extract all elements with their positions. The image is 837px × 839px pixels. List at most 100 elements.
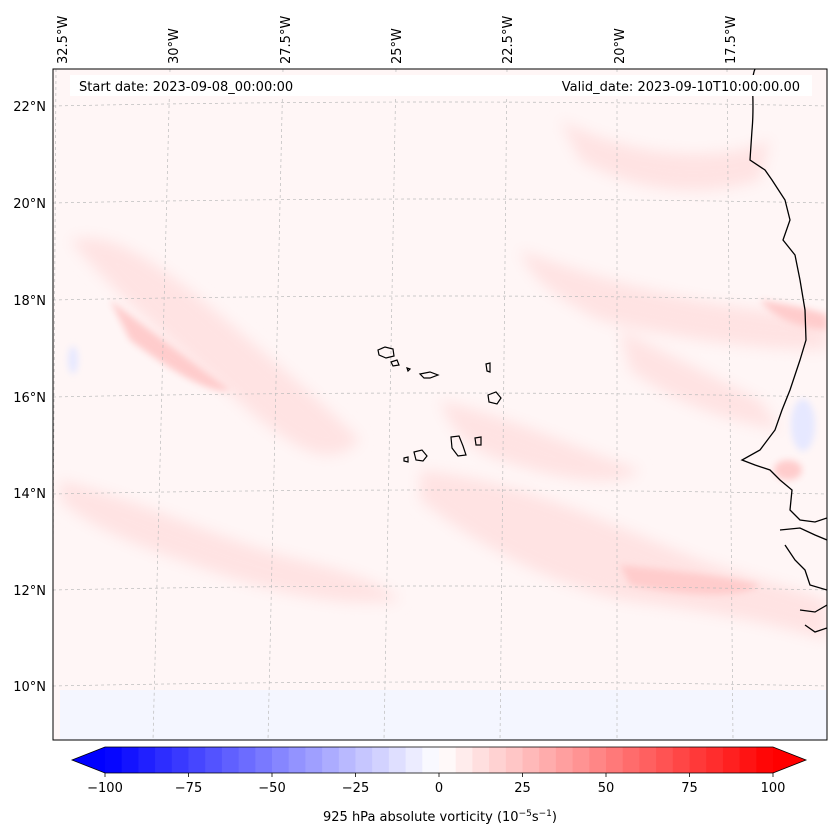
vorticity-field — [60, 120, 827, 740]
lat-label: 20°N — [13, 197, 46, 212]
colorbar-bin — [572, 747, 590, 773]
vorticity-min — [791, 399, 815, 451]
vorticity-max — [774, 460, 802, 480]
vorticity-band-positive — [420, 470, 827, 640]
lon-label: 20°W — [613, 28, 628, 64]
colorbar-bin — [656, 747, 674, 773]
colorbar-bin — [221, 747, 240, 773]
colorbar-extend-high — [773, 747, 806, 773]
island-brava — [403, 456, 409, 463]
colorbar-bin — [171, 747, 189, 773]
colorbar-bin — [388, 747, 407, 773]
colorbar-bin — [622, 747, 640, 773]
vorticity-band-positive — [440, 400, 640, 481]
colorbar-bins — [105, 747, 774, 773]
colorbar-bin — [472, 747, 490, 773]
island-boa-vista — [487, 391, 502, 405]
vorticity-min — [68, 346, 78, 374]
colorbar-bin — [505, 747, 523, 773]
longitude-labels: 32.5°W 30°W 27.5°W 25°W 22.5°W 20°W 17.5… — [56, 16, 739, 64]
island-fogo — [413, 449, 428, 462]
colorbar-bin — [689, 747, 707, 773]
colorbar-bin — [272, 747, 290, 773]
island-santa-luzia — [406, 367, 412, 373]
colorbar-bin — [288, 747, 306, 773]
coastline-africa — [740, 69, 827, 633]
colorbar-bin — [105, 747, 123, 773]
colorbar-bin — [405, 747, 423, 773]
lon-label: 22.5°W — [501, 16, 516, 64]
colorbar-bin — [739, 747, 757, 773]
colorbar-bin — [188, 747, 206, 773]
map-frame — [52, 68, 828, 741]
colorbar-label: 925 hPa absolute vorticity (10−5s−1) — [323, 809, 557, 825]
colorbar-bin — [238, 747, 256, 773]
lat-label: 14°N — [13, 487, 46, 502]
vorticity-max — [760, 300, 827, 330]
colorbar-ticks: −100 −75 −50 −25 0 25 50 75 100 — [87, 773, 785, 796]
latitude-labels: 22°N 20°N 18°N 16°N 14°N 12°N 10°N — [13, 100, 46, 695]
lon-label: 30°W — [167, 28, 182, 64]
island-santiago — [450, 435, 467, 457]
colorbar-bin — [138, 747, 156, 773]
map-panel — [53, 69, 827, 740]
island-sao-vicente — [390, 359, 400, 367]
colorbar-bin — [722, 747, 741, 773]
lat-label: 16°N — [13, 391, 46, 406]
colorbar-bin — [372, 747, 390, 773]
colorbar-bin — [756, 747, 774, 773]
colorbar-bin — [672, 747, 690, 773]
island-sao-nicolau — [418, 371, 440, 379]
colorbar-bin — [555, 747, 574, 773]
colorbar-tick-label: −50 — [258, 781, 285, 796]
colorbar: −100 −75 −50 −25 0 25 50 75 100 925 hPa absolute… — [70, 746, 808, 825]
colorbar-tick-label: 50 — [598, 781, 615, 796]
start-date-label: Start date: 2023-09-08_00:00:00 — [79, 80, 293, 95]
colorbar-bin — [255, 747, 273, 773]
colorbar-tick-label: 100 — [761, 781, 786, 796]
date-annotation-box — [70, 75, 812, 96]
vorticity-max — [110, 300, 230, 391]
colorbar-bin — [606, 747, 624, 773]
colorbar-bin — [121, 747, 139, 773]
vorticity-weak-negative — [60, 690, 827, 740]
colorbar-bin — [639, 747, 657, 773]
colorbar-tick-label: −100 — [87, 781, 123, 796]
vorticity-band-positive — [60, 480, 400, 603]
colorbar-bin — [422, 747, 440, 773]
cape-verde-islands — [377, 346, 502, 463]
lat-label: 10°N — [13, 680, 46, 695]
colorbar-tick-label: −75 — [175, 781, 202, 796]
colorbar-extend-low — [72, 747, 105, 773]
colorbar-bin — [355, 747, 373, 773]
colorbar-bin — [539, 747, 557, 773]
graticule — [53, 69, 827, 740]
colorbar-bin — [589, 747, 607, 773]
vorticity-band-positive — [560, 120, 770, 191]
colorbar-tick-label: −25 — [342, 781, 369, 796]
colorbar-tick-label: 75 — [681, 781, 698, 796]
vorticity-band-positive — [520, 250, 827, 350]
colorbar-bin — [455, 747, 473, 773]
colorbar-bin — [205, 747, 223, 773]
lon-label: 17.5°W — [724, 16, 739, 64]
lon-label: 25°W — [390, 28, 405, 64]
colorbar-bin — [155, 747, 173, 773]
island-santo-antao — [377, 346, 395, 359]
lat-label: 12°N — [13, 584, 46, 599]
colorbar-bin — [706, 747, 724, 773]
lat-label: 22°N — [13, 100, 46, 115]
island-maio — [474, 436, 482, 446]
island-sal — [485, 362, 491, 373]
colorbar-bin — [338, 747, 356, 773]
vorticity-band-positive — [70, 238, 360, 455]
valid-date-label: Valid_date: 2023-09-10T10:00:00.00 — [562, 80, 800, 95]
colorbar-bin — [322, 747, 340, 773]
lon-label: 27.5°W — [279, 16, 294, 64]
colorbar-bin — [439, 747, 457, 773]
colorbar-bin — [489, 747, 507, 773]
colorbar-bin — [522, 747, 540, 773]
colorbar-tick-label: 0 — [435, 781, 443, 796]
lon-label: 32.5°W — [56, 16, 71, 64]
